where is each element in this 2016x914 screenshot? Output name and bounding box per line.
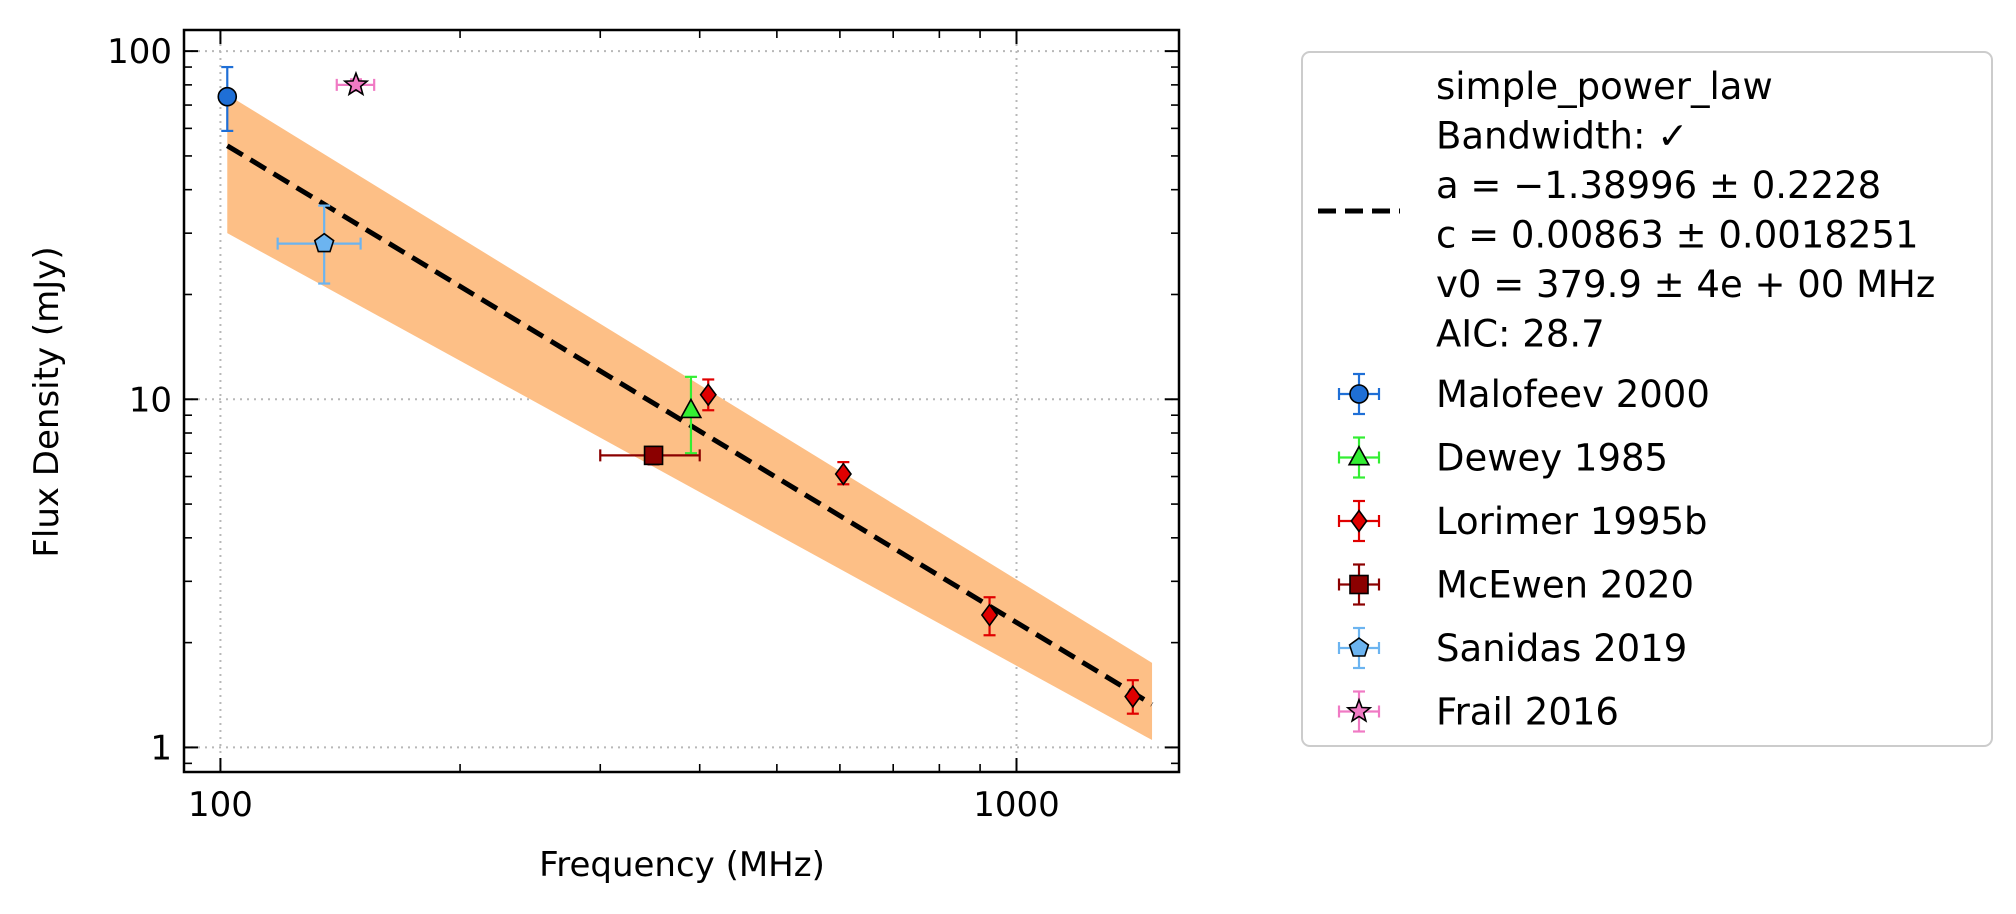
legend-label: Dewey 1985 [1436, 437, 1668, 480]
data-point [643, 445, 664, 466]
plot-frame [182, 28, 1181, 774]
legend-fit-label-line: c = 0.00863 ± 0.0018251 [1436, 214, 1918, 257]
legend-entry: Malofeev 2000 [1337, 372, 1710, 416]
data-point [313, 232, 335, 253]
series-frail-2016 [335, 70, 376, 97]
y-axis-label: Flux Density (mJy) [27, 246, 67, 557]
legend-fit-label-line: AIC: 28.7 [1436, 313, 1605, 356]
data-point [679, 397, 703, 419]
legend-fit-label-line: v0 = 379.9 ± 4e + 00 MHz [1436, 263, 1935, 306]
y-tick-label: 1 [150, 728, 172, 768]
axes: 100 1000 1 10 100 [107, 28, 1181, 825]
series-dewey-1985 [679, 375, 703, 455]
legend-label: Malofeev 2000 [1436, 373, 1710, 416]
y-tick-label: 10 [129, 380, 172, 420]
fit-line [225, 143, 1154, 707]
legend-marker [1350, 509, 1368, 533]
data-point [217, 86, 238, 107]
legend-fit-label-line: Bandwidth: ✓ [1436, 115, 1688, 158]
data-point [834, 462, 852, 486]
series-mcewen-2020 [599, 445, 701, 466]
x-tick-label: 100 [188, 785, 253, 825]
legend-entry: McEwen 2020 [1337, 563, 1694, 607]
data-point [699, 383, 717, 407]
legend-label: Lorimer 1995b [1436, 500, 1708, 543]
legend-entry: Frail 2016 [1337, 690, 1619, 734]
legend-marker [1345, 697, 1373, 723]
series-sanidas-2019 [276, 204, 362, 285]
legend-marker [1349, 574, 1369, 595]
data-point [342, 70, 370, 97]
data-point [980, 603, 999, 627]
legend-label: Sanidas 2019 [1436, 627, 1687, 670]
legend-fit-label: simple_power_law Bandwidth: ✓ a = −1.38996… [1436, 65, 1935, 356]
legend-entry: Dewey 1985 [1337, 436, 1668, 480]
x-axis-label: Frequency (MHz) [539, 845, 825, 885]
y-tick-label: 100 [107, 32, 172, 72]
legend-box [1301, 51, 1993, 747]
legend-entry: Sanidas 2019 [1337, 626, 1687, 670]
plot-area [184, 30, 1179, 772]
legend-entry: Lorimer 1995b [1337, 499, 1708, 543]
legend-label: Frail 2016 [1436, 691, 1619, 734]
legend-marker [1348, 637, 1370, 657]
legend-label: McEwen 2020 [1436, 564, 1694, 607]
series-malofeev-2000 [217, 65, 238, 133]
legend-fit-label-line: a = −1.38996 ± 0.2228 [1436, 164, 1881, 207]
data-point [1124, 684, 1142, 709]
x-tick-label: 1000 [973, 785, 1060, 825]
legend-fit-label-line: simple_power_law [1436, 65, 1773, 108]
legend-marker [1347, 445, 1371, 466]
legend: simple_power_law Bandwidth: ✓ a = −1.38996… [1301, 51, 1993, 747]
legend-marker [1349, 384, 1369, 404]
series-lorimer-1995b [699, 378, 1142, 715]
